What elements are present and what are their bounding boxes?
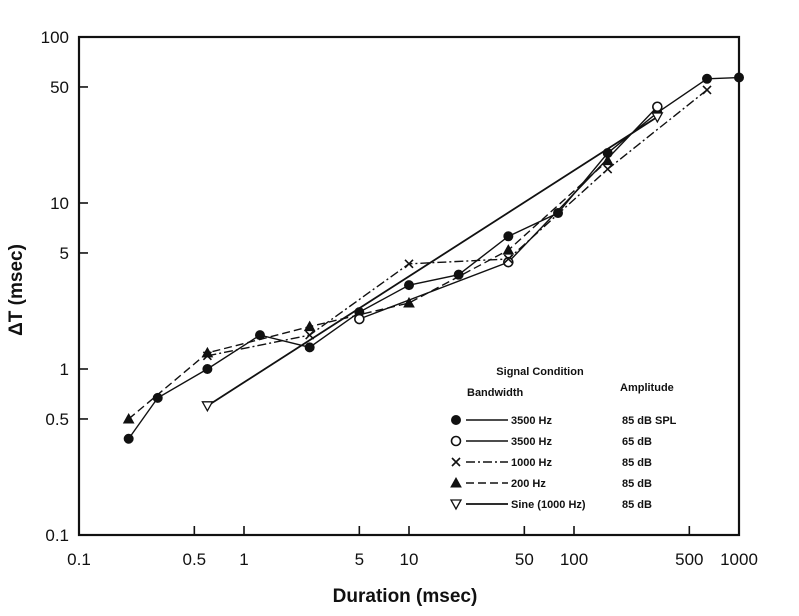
x-tick-label: 0.5 [183,550,207,569]
data-point-series-2 [652,101,663,113]
x-tick-label: 50 [515,550,534,569]
y-tick-label: 0.5 [45,410,69,429]
y-tick-label: 10 [50,194,69,213]
y-tick-label: 100 [41,28,69,47]
x-tick-label: 0.1 [67,550,91,569]
data-point-series-1 [254,330,265,341]
x-tick-label: 100 [560,550,588,569]
data-point-series-3 [702,85,712,95]
legend-amplitude: 85 dB SPL [622,415,677,427]
legend-label: 3500 Hz [511,436,552,448]
series-line-5 [206,116,658,407]
data-point-series-4 [122,412,135,424]
data-point-series-1 [734,72,744,83]
data-point-series-1 [503,231,514,242]
series-line-1 [128,76,740,440]
legend-label: 1000 Hz [511,457,552,469]
data-point-series-1 [404,280,414,291]
x-tick-label: 500 [675,550,703,569]
data-point-series-1 [123,433,134,444]
legend-amplitude: 85 dB [622,478,652,490]
data-point-series-4 [502,244,515,255]
legend-amplitude: 85 dB [622,499,652,511]
legend-label: 3500 Hz [511,415,552,427]
x-axis-title: Duration (msec) [333,586,478,607]
legend-entry-2: 3500 Hz 65 dB [450,435,652,448]
data-point-series-5 [651,112,664,124]
data-point-series-3 [603,164,613,174]
data-point-series-3 [305,330,315,340]
data-point-series-1 [453,269,464,280]
data-point-series-3 [503,254,513,264]
y-tick-label: 50 [50,78,69,97]
legend-entry-4: 200 Hz 85 dB [450,476,652,490]
legend-entry-1: 3500 Hz 85 dB SPL [451,415,677,427]
x-tick-label: 1 [239,550,248,569]
legend-amplitude: 85 dB [622,457,652,469]
legend-marker [450,476,462,488]
legend-amplitude: 65 dB [622,436,652,448]
data-point-series-5 [201,401,214,413]
legend-title: Signal Condition [496,366,584,378]
y-tick-label: 0.1 [45,526,69,545]
data-point-series-4 [601,154,614,166]
data-point-series-1 [152,392,163,403]
series-line-3 [207,89,708,357]
data-point-series-1 [553,208,564,219]
y-tick-label: 1 [60,360,69,379]
y-axis-title: ΔT (msec) [6,244,27,336]
data-point-series-1 [304,342,315,353]
x-tick-label: 1000 [720,550,758,569]
legend-marker [451,457,461,467]
y-tick-label: 5 [60,244,69,263]
legend-label: Sine (1000 Hz) [511,499,586,511]
legend-marker [450,435,462,447]
data-point-series-4 [403,296,415,308]
legend-header-bandwidth: Bandwidth [467,387,523,399]
x-tick-label: 10 [400,550,419,569]
data-point-series-4 [201,346,214,358]
x-tick-label: 5 [355,550,364,569]
data-point-series-1 [202,364,213,374]
legend-entry-3: 1000 Hz 85 dB [451,457,652,469]
legend-marker [449,499,463,511]
legend-entry-5: Sine (1000 Hz) 85 dB [449,499,652,511]
data-point-series-1 [702,73,713,84]
data-point-series-3 [404,259,414,269]
series-line-4 [128,160,609,420]
legend-header-amplitude: Amplitude [620,382,674,394]
data-point-series-2 [503,256,514,268]
legend-marker [451,415,461,425]
data-point-series-4 [303,320,316,332]
legend-label: 200 Hz [511,478,546,490]
data-point-series-2 [354,313,365,325]
